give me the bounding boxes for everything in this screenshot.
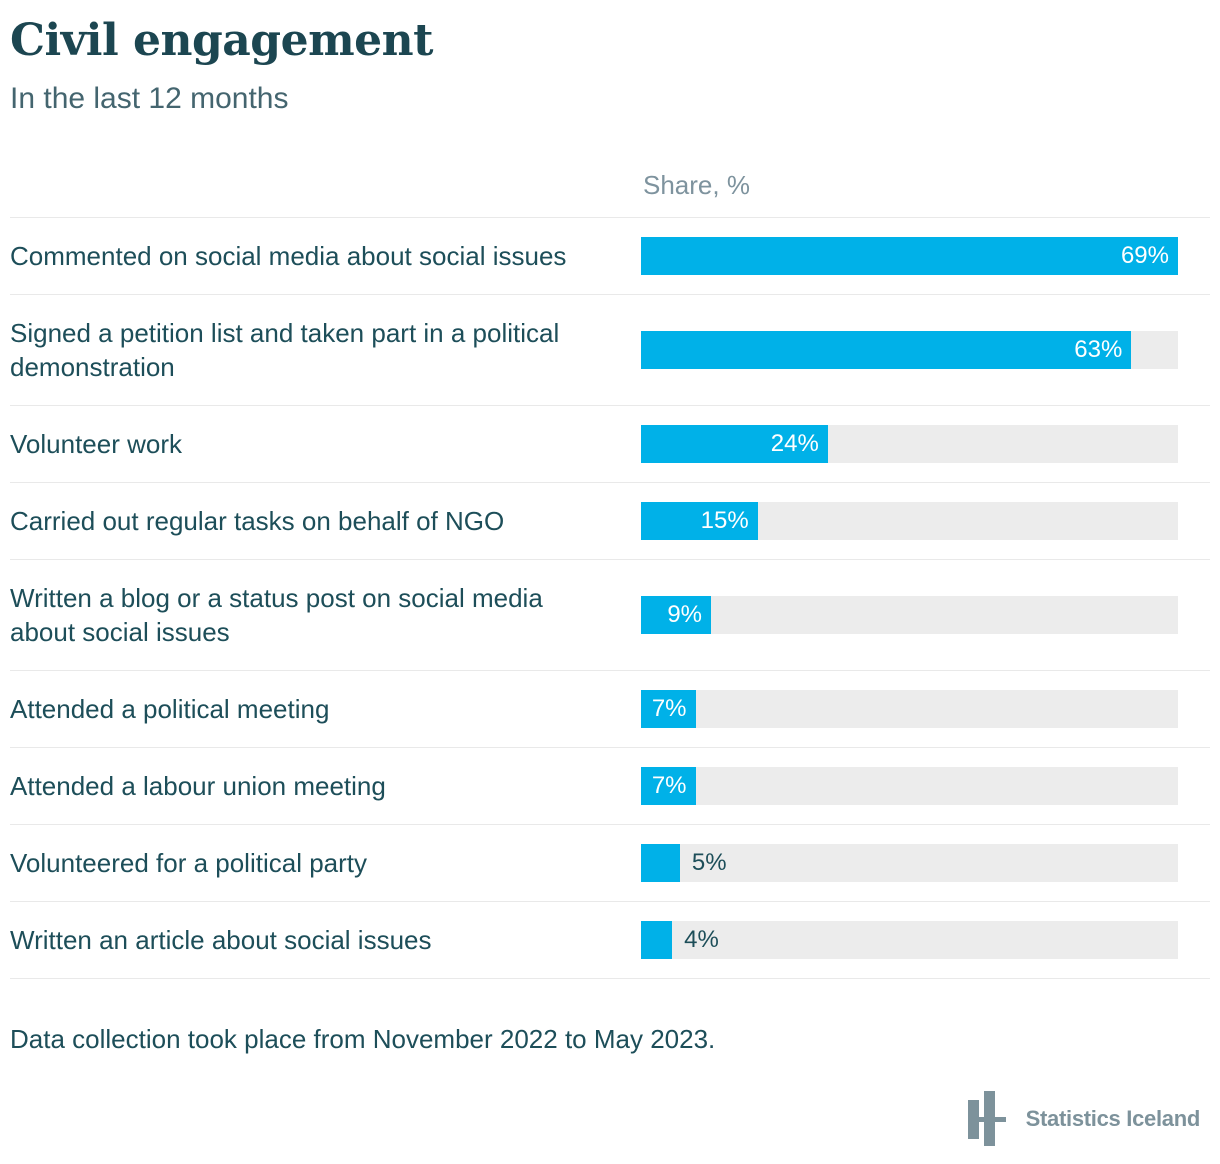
page-title: Civil engagement [10,15,433,66]
bar-track: 15% [641,501,1178,540]
statistics-iceland-brand: Statistics Iceland [967,1091,1201,1146]
category-label: Written a blog or a status post on socia… [10,582,543,647]
category-label: Carried out regular tasks on behalf of N… [10,505,505,536]
bar [641,843,680,882]
bar-cell: 9% [641,595,1178,634]
bar [641,920,673,959]
bar-track: 7% [641,766,1178,805]
data-collection-note: Data collection took place from November… [10,1023,716,1054]
bar-track: 5% [641,843,1178,882]
value-column-header: Share, % [643,169,750,200]
category-label: Written an article about social issues [10,924,432,955]
bar-track: 7% [641,689,1178,728]
chart-row: Signed a petition list and taken part in… [10,295,1210,406]
chart-rows: Commented on social media about social i… [10,216,1210,979]
value-label: 4% [684,925,719,953]
bar: 24% [641,424,828,463]
category-label: Volunteer work [10,428,182,459]
bar: 63% [641,330,1132,369]
value-label: 69% [1120,241,1169,269]
chart-header: Civil engagement In the last 12 months S… [0,0,1220,201]
value-label: 63% [1074,335,1123,363]
value-label: 9% [667,600,702,628]
chart-row: Commented on social media about social i… [10,218,1210,295]
category-label: Attended a labour union meeting [10,770,386,801]
value-label: 7% [651,771,687,799]
value-label: 5% [691,848,727,876]
bar-track: 69% [641,236,1178,275]
chart-row: Attended a labour union meeting 7% [10,748,1210,825]
bar-cell: 4% [641,920,1178,959]
brand-name: Statistics Iceland [1025,1105,1201,1131]
chart-row: Volunteered for a political party 5% [10,825,1210,902]
bar: 7% [641,689,696,728]
bar-track: 63% [641,330,1178,369]
bar-cell: 69% [641,236,1178,275]
bar: 15% [641,501,758,540]
value-label: 15% [700,506,749,534]
category-label: Commented on social media about social i… [10,240,567,271]
bar-cell: 15% [641,501,1178,540]
category-label: Volunteered for a political party [10,847,367,878]
chart-row: Written a blog or a status post on socia… [10,560,1210,671]
chart-row: Volunteer work 24% [10,406,1210,483]
bar: 69% [641,236,1178,275]
bar: 7% [641,766,696,805]
value-label: 24% [770,429,819,457]
bar-track: 9% [641,595,1178,634]
bar-cell: 7% [641,689,1178,728]
chart-row: Attended a political meeting 7% [10,671,1210,748]
chart-row: Carried out regular tasks on behalf of N… [10,483,1210,560]
chart-row: Written an article about social issues 4% [10,902,1210,979]
value-label: 7% [651,694,687,722]
bar-track: 4% [641,920,1178,959]
bar-cell: 5% [641,843,1178,882]
statistics-iceland-logo-icon [967,1091,1006,1146]
category-label: Attended a political meeting [10,693,330,724]
bar: 9% [641,595,711,634]
bar-cell: 63% [641,330,1178,369]
logo-cross-bar [967,1117,1006,1122]
bar-cell: 24% [641,424,1178,463]
bar-cell: 7% [641,766,1178,805]
category-label: Signed a petition list and taken part in… [10,317,560,382]
page-subtitle: In the last 12 months [10,81,289,115]
bar-track: 24% [641,424,1178,463]
